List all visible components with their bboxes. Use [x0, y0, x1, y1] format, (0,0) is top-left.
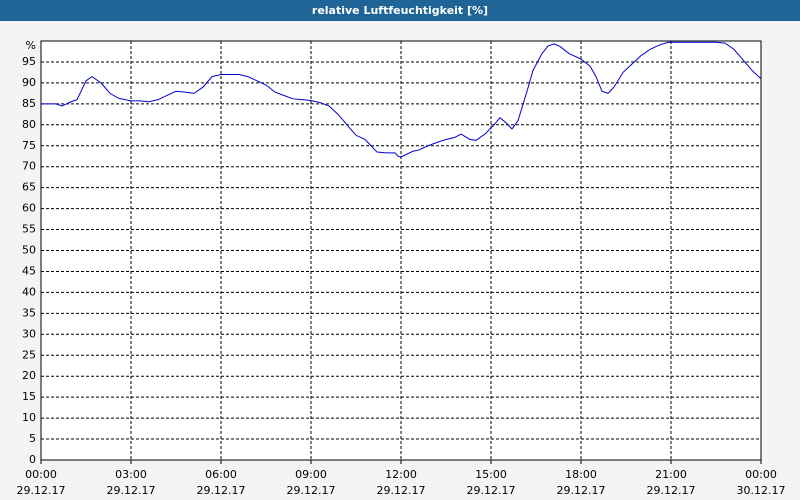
x-tick-label: 30.12.17 — [737, 484, 786, 497]
x-tick-label: 03:00 — [115, 468, 147, 481]
chart-title: relative Luftfeuchtigkeit [%] — [312, 4, 488, 17]
y-tick-label: 25 — [22, 348, 36, 361]
y-tick-label: 35 — [22, 306, 36, 319]
data-line — [41, 41, 762, 158]
x-tick-label: 29.12.17 — [557, 484, 606, 497]
plot-border — [40, 40, 762, 461]
y-tick-label: 80 — [22, 118, 36, 131]
x-tick-label: 15:00 — [475, 468, 507, 481]
x-tick-label: 00:00 — [745, 468, 777, 481]
y-tick-label: 10 — [22, 411, 36, 424]
x-tick-label: 29.12.17 — [197, 484, 246, 497]
x-tick-label: 06:00 — [205, 468, 237, 481]
x-tick-label: 29.12.17 — [107, 484, 156, 497]
y-tick-label: 50 — [22, 244, 36, 257]
y-tick-label: 20 — [22, 369, 36, 382]
y-tick-label: 55 — [22, 223, 36, 236]
y-tick-label: 45 — [22, 264, 36, 277]
x-tick-label: 29.12.17 — [287, 484, 336, 497]
y-unit-label: % — [26, 39, 36, 52]
x-tick-label: 18:00 — [565, 468, 597, 481]
y-tick-label: 75 — [22, 139, 36, 152]
y-tick-label: 0 — [29, 453, 36, 466]
x-tick-label: 29.12.17 — [467, 484, 516, 497]
y-tick-label: 30 — [22, 327, 36, 340]
x-tick-label: 29.12.17 — [647, 484, 696, 497]
x-tick-label: 29.12.17 — [17, 484, 66, 497]
y-tick-label: 70 — [22, 160, 36, 173]
y-tick-label: 40 — [22, 285, 36, 298]
x-tick-label: 00:00 — [25, 468, 57, 481]
x-tick-label: 09:00 — [295, 468, 327, 481]
y-tick-label: 95 — [22, 55, 36, 68]
y-tick-label: 15 — [22, 390, 36, 403]
y-tick-label: 60 — [22, 202, 36, 215]
y-tick-label: 85 — [22, 97, 36, 110]
x-tick-label: 21:00 — [655, 468, 687, 481]
y-tick-label: 5 — [29, 432, 36, 445]
y-tick-label: 90 — [22, 76, 36, 89]
x-tick-label: 29.12.17 — [377, 484, 426, 497]
y-tick-label: 65 — [22, 181, 36, 194]
x-tick-label: 12:00 — [385, 468, 417, 481]
title-bar — [0, 0, 800, 21]
